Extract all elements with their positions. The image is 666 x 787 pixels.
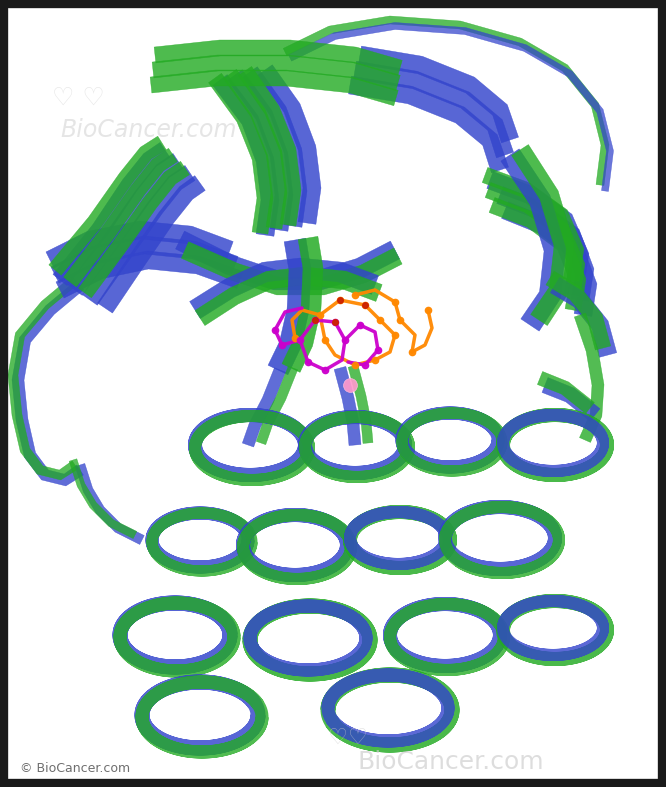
Polygon shape [236, 508, 354, 582]
Polygon shape [188, 408, 312, 482]
Polygon shape [8, 276, 78, 480]
Polygon shape [228, 70, 293, 231]
Polygon shape [135, 675, 268, 759]
Text: ♡♡: ♡♡ [328, 728, 368, 748]
Polygon shape [489, 198, 586, 312]
Polygon shape [268, 238, 311, 375]
Polygon shape [181, 242, 402, 295]
Polygon shape [334, 367, 361, 445]
Polygon shape [348, 76, 509, 173]
Polygon shape [49, 136, 166, 275]
Polygon shape [213, 75, 279, 236]
Polygon shape [288, 23, 613, 191]
Polygon shape [282, 236, 323, 372]
Polygon shape [97, 176, 205, 313]
Polygon shape [46, 221, 233, 268]
Polygon shape [145, 507, 254, 574]
Polygon shape [189, 410, 315, 486]
Polygon shape [542, 378, 600, 421]
Polygon shape [237, 509, 357, 585]
Polygon shape [242, 368, 286, 447]
Text: BioCancer.com: BioCancer.com [358, 750, 545, 774]
Polygon shape [154, 40, 402, 76]
Polygon shape [152, 55, 400, 91]
Polygon shape [224, 69, 287, 229]
Polygon shape [283, 16, 609, 186]
Polygon shape [501, 149, 566, 331]
Text: © BioCancer.com: © BioCancer.com [20, 762, 130, 774]
Polygon shape [256, 366, 298, 445]
Polygon shape [68, 153, 183, 295]
Polygon shape [113, 596, 238, 674]
Polygon shape [511, 145, 574, 326]
Polygon shape [501, 201, 597, 316]
Polygon shape [69, 459, 137, 538]
Polygon shape [242, 598, 378, 682]
Polygon shape [208, 73, 273, 234]
Polygon shape [56, 251, 243, 298]
Polygon shape [486, 183, 585, 297]
Polygon shape [550, 277, 617, 357]
Polygon shape [258, 65, 321, 224]
Polygon shape [53, 142, 170, 286]
Polygon shape [344, 506, 452, 570]
Polygon shape [322, 668, 454, 748]
Polygon shape [496, 594, 614, 666]
Polygon shape [83, 165, 195, 305]
Polygon shape [438, 500, 562, 576]
Polygon shape [51, 236, 238, 283]
Text: BioCancer.com: BioCancer.com [60, 118, 236, 142]
Polygon shape [384, 598, 510, 676]
Polygon shape [299, 411, 415, 483]
Polygon shape [348, 364, 373, 443]
Polygon shape [396, 407, 504, 474]
Polygon shape [496, 408, 614, 482]
Text: ♡ ♡: ♡ ♡ [52, 86, 105, 110]
Polygon shape [439, 501, 565, 579]
Polygon shape [354, 61, 513, 158]
Polygon shape [574, 313, 604, 442]
Polygon shape [238, 66, 301, 226]
Polygon shape [537, 371, 594, 413]
Polygon shape [113, 597, 240, 678]
Polygon shape [195, 267, 382, 326]
Polygon shape [242, 67, 307, 227]
Polygon shape [482, 168, 584, 281]
Polygon shape [12, 280, 84, 486]
Polygon shape [546, 272, 611, 350]
Polygon shape [147, 508, 258, 577]
Polygon shape [176, 231, 400, 290]
Polygon shape [383, 597, 507, 673]
Polygon shape [497, 187, 594, 301]
Polygon shape [150, 70, 398, 105]
Polygon shape [497, 595, 609, 661]
Polygon shape [358, 46, 519, 143]
Polygon shape [487, 172, 589, 286]
Polygon shape [244, 600, 372, 677]
Polygon shape [497, 409, 609, 477]
Polygon shape [64, 148, 177, 287]
Polygon shape [343, 505, 457, 575]
Polygon shape [79, 161, 189, 297]
Polygon shape [396, 408, 507, 476]
Polygon shape [135, 674, 266, 756]
Polygon shape [320, 667, 460, 752]
Polygon shape [190, 258, 378, 319]
Polygon shape [298, 410, 412, 480]
Polygon shape [75, 464, 145, 545]
